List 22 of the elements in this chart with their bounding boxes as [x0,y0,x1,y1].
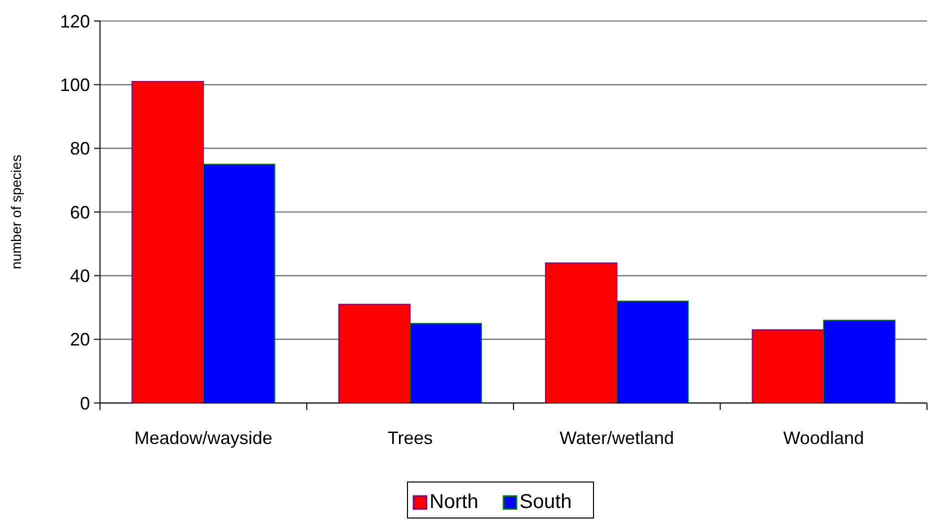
bar [132,80,204,404]
x-tick-label: Meadow/wayside [134,428,272,448]
bar [410,322,482,404]
bar [338,304,411,404]
legend-label: South [520,491,572,513]
y-tick-label: 40 [70,266,90,286]
bar [545,262,618,404]
y-tick-label: 120 [60,11,90,32]
bar [202,164,276,404]
x-tick-label: Trees [387,428,433,448]
x-tick-label: Water/wetland [560,428,674,448]
y-tick-label: 20 [70,330,90,350]
bar [823,320,896,404]
bar [752,329,824,404]
y-tick-label: 100 [60,74,90,95]
y-tick-label: 80 [70,138,90,159]
y-axis-title: number of species [8,154,24,270]
x-tick-label: Woodland [783,428,864,448]
y-tick-label: 60 [70,202,90,222]
legend-label: North [430,491,478,513]
y-tick-label: 0 [80,393,90,414]
bar [616,300,689,404]
